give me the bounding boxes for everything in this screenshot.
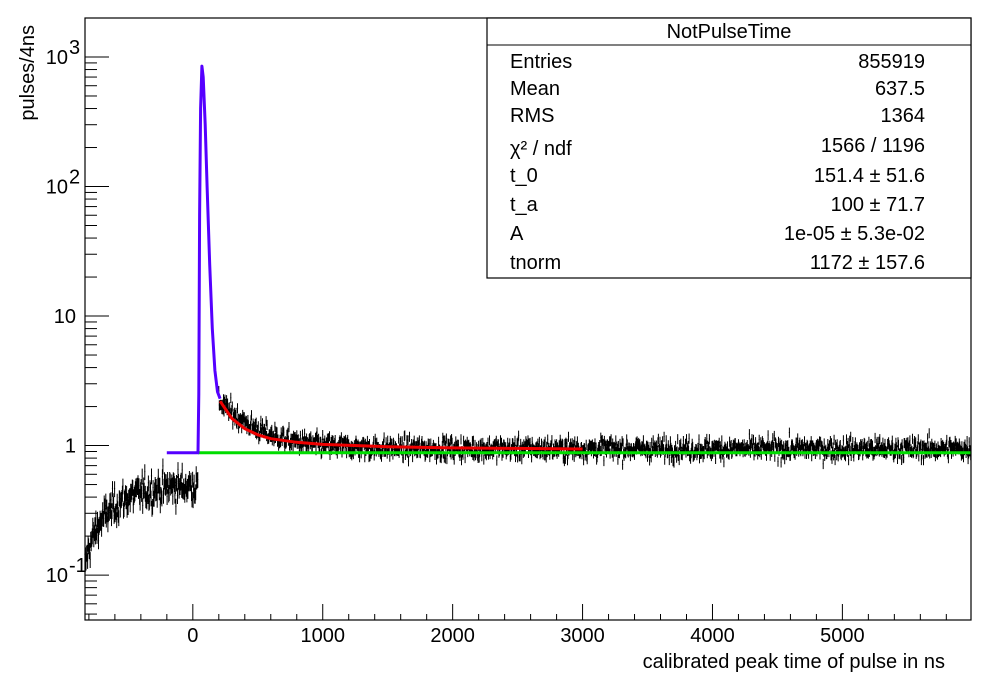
stats-value-t0: 151.4 ± 51.6	[814, 165, 925, 187]
stats-label-ta: t_a	[510, 194, 539, 216]
y-tick-label-0: 10	[46, 565, 68, 587]
stats-label-entries: Entries	[510, 51, 572, 73]
fit-line-tail-fit	[218, 400, 583, 451]
y-tick-label-4: 10	[46, 47, 68, 69]
histogram-layer	[84, 386, 972, 571]
y-tick-exponent-3: 2	[69, 167, 80, 189]
x-tick-label-4: 4000	[690, 625, 735, 647]
stats-value-a: 1e-05 ± 5.3e-02	[784, 223, 925, 245]
stats-value-ta: 100 ± 71.7	[831, 194, 925, 216]
stats-value-chi2: 1566 / 1196	[821, 135, 925, 157]
histogram-bins-segment-0	[84, 458, 199, 571]
x-tick-label-3: 3000	[560, 625, 605, 647]
x-tick-label-1: 1000	[300, 625, 345, 647]
stats-frame	[486, 17, 972, 279]
y-tick-exponent-4: 3	[69, 37, 80, 59]
stats-value-rms: 1364	[881, 105, 926, 127]
stats-value-entries: 855919	[858, 51, 925, 73]
y-tick-label-2: 10	[54, 306, 76, 328]
fit-line-full-fit	[166, 64, 222, 455]
stats-label-t0: t_0	[510, 165, 538, 187]
y-axis-label: pulses/4ns	[17, 25, 39, 121]
stats-label-tnorm: tnorm	[510, 252, 561, 274]
stats-label-mean: Mean	[510, 78, 560, 100]
stats-label-a: A	[510, 223, 524, 245]
stats-box: NotPulseTime Entries 855919 Mean 637.5 R…	[486, 17, 972, 279]
y-tick-label-1: 1	[65, 436, 76, 458]
stats-value-tnorm: 1172 ± 157.6	[810, 252, 925, 274]
fit-curves-layer	[166, 64, 971, 455]
x-tick-label-5: 5000	[820, 625, 865, 647]
stats-title: NotPulseTime	[667, 21, 792, 43]
x-tick-label-2: 2000	[430, 625, 475, 647]
stats-label-rms: RMS	[510, 105, 554, 127]
histogram-bins-segment-1	[218, 386, 972, 470]
y-tick-label-3: 10	[46, 177, 68, 199]
stats-label-chi2: χ² / ndf	[510, 138, 572, 160]
x-tick-label-0: 0	[187, 625, 198, 647]
y-tick-exponent-0: -1	[69, 555, 87, 577]
stats-value-mean: 637.5	[875, 78, 925, 100]
x-axis-label: calibrated peak time of pulse in ns	[643, 651, 945, 673]
